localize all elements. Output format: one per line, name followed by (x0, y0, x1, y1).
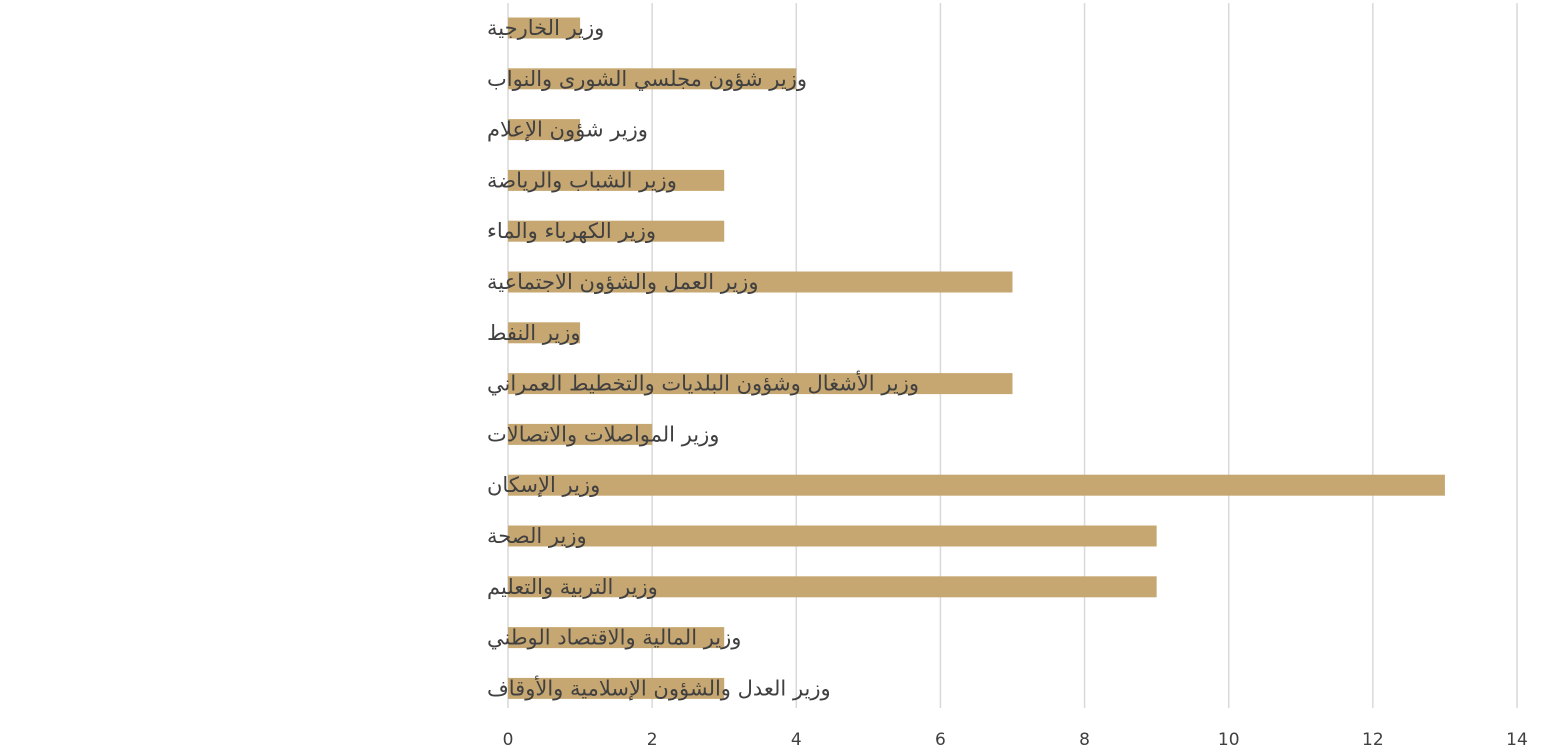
bar (508, 627, 725, 649)
x-tick-label: 0 (503, 730, 514, 750)
category-label: وزير العمل والشؤون الاجتماعية (487, 270, 758, 294)
x-axis-tick-labels: 0 2 4 6 8 10 12 14 (503, 730, 1528, 750)
bar (508, 677, 725, 699)
bar (508, 271, 1013, 293)
category-label: وزير الصحة (487, 524, 587, 548)
bar (508, 119, 581, 141)
category-label: وزير العدل والشؤون الإسلامية والأوقاف (487, 675, 831, 700)
x-tick-label: 2 (647, 730, 658, 750)
category-label: وزير الشباب والرياضة (487, 168, 677, 192)
bar (508, 423, 653, 445)
category-label: وزير التربية والتعليم (487, 575, 658, 600)
gridlines (507, 3, 1518, 708)
bar (508, 68, 797, 90)
bar (508, 169, 725, 191)
category-label: وزير المالية والاقتصاد الوطني (487, 626, 741, 650)
bar (508, 373, 1013, 395)
category-label: وزير الخارجية (487, 16, 604, 40)
bar (508, 322, 581, 344)
bar (508, 17, 581, 39)
category-label: وزير الأشغال وشؤون البلديات والتخطيط الع… (487, 371, 919, 396)
x-tick-label: 14 (1506, 730, 1528, 750)
x-tick-label: 10 (1218, 730, 1240, 750)
category-label: وزير الكهرباء والماء (487, 219, 656, 243)
category-label: وزير شؤون الإعلام (487, 118, 648, 142)
category-label: وزير النفط (487, 321, 581, 345)
bar (508, 220, 725, 242)
x-tick-label: 6 (935, 730, 946, 750)
bar (508, 474, 1445, 496)
bars (508, 17, 1445, 699)
category-label: وزير المواصلات والاتصالات (487, 422, 719, 446)
x-tick-label: 12 (1362, 730, 1384, 750)
category-label: وزير الإسكان (487, 473, 600, 497)
bar (508, 525, 1157, 547)
category-label: وزير شؤون مجلسي الشورى والنواب (487, 67, 807, 91)
x-tick-label: 4 (791, 730, 802, 750)
x-tick-label: 8 (1079, 730, 1090, 750)
bar (508, 576, 1157, 598)
category-labels: وزير الخارجية وزير شؤون مجلسي الشورى والن… (487, 16, 919, 700)
